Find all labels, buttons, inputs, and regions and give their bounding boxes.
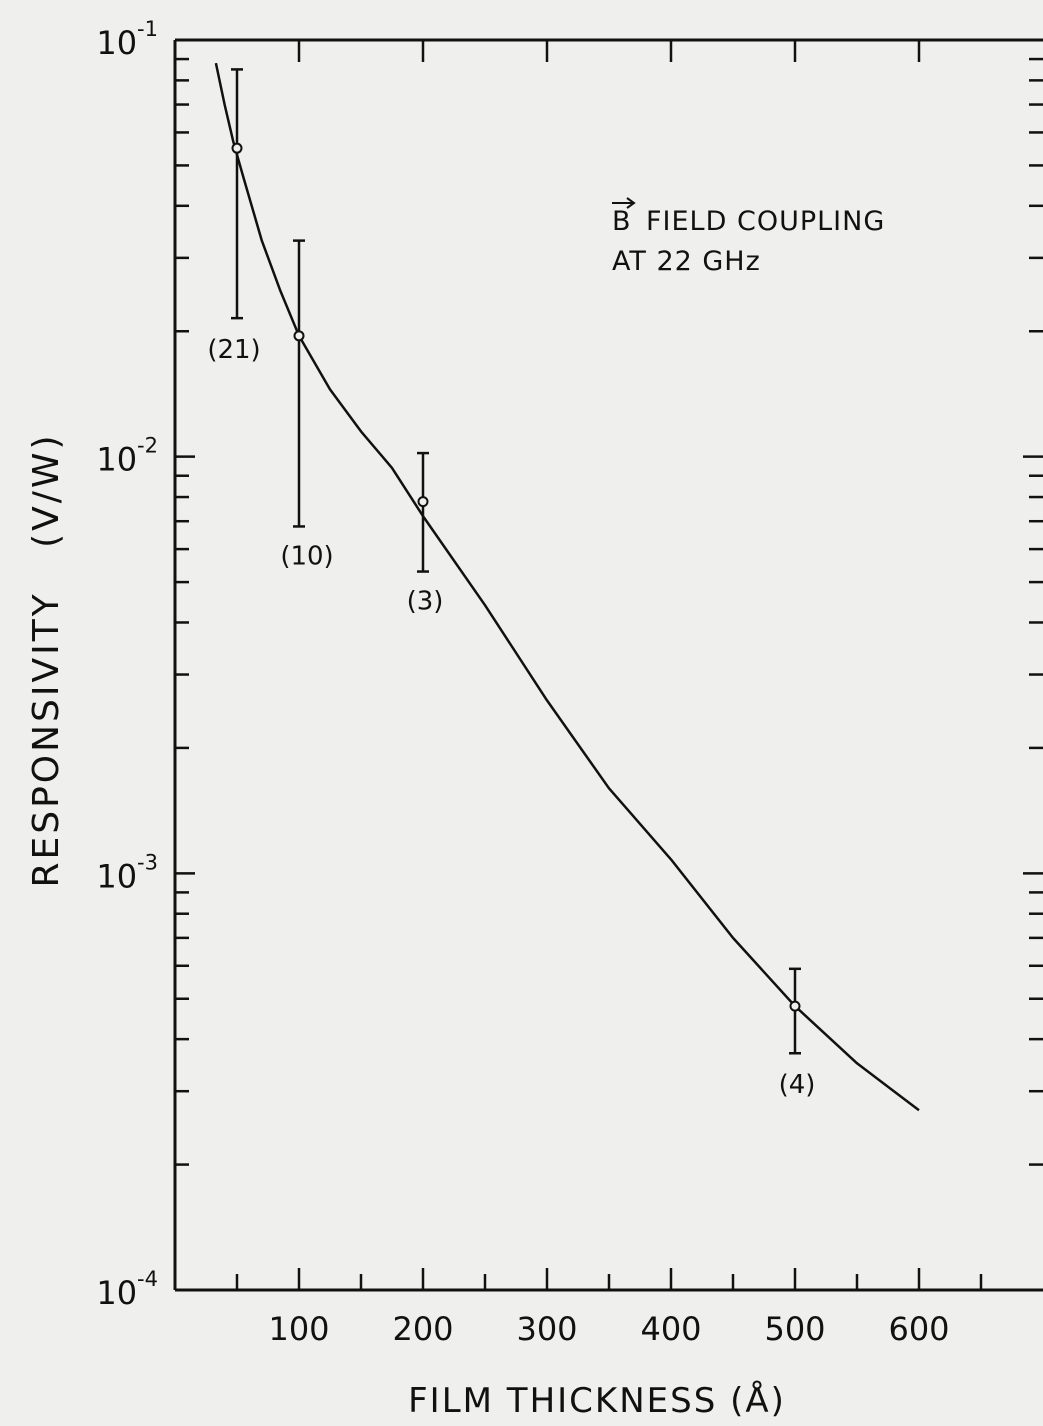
data-marker	[293, 330, 305, 342]
sample-count-label: (21)	[207, 335, 260, 365]
y-tick-label-base: 10	[96, 857, 137, 895]
x-tick-label: 200	[392, 1310, 453, 1348]
data-point: (4)	[779, 967, 816, 1100]
x-tick-label: 100	[268, 1310, 329, 1348]
data-point: (10)	[280, 239, 334, 571]
y-tick-label-exponent: -2	[137, 434, 158, 458]
data-point: (3)	[407, 451, 444, 617]
fit-curve-group	[214, 62, 920, 1112]
y-tick-label: 10-4	[96, 1267, 158, 1312]
sample-count-label: (4)	[779, 1070, 816, 1100]
annotation-line-1: FIELD COUPLING	[646, 206, 885, 237]
y-tick-label-base: 10	[96, 1274, 137, 1312]
x-axis-title: FILM THICKNESS (Å)	[408, 1380, 786, 1421]
sample-count-label: (3)	[407, 587, 444, 617]
x-tick-label: 300	[516, 1310, 577, 1348]
plot-frame	[173, 38, 1043, 1292]
annotation-line-2: AT 22 GHz	[612, 246, 761, 277]
y-axis-tick-labels: 10-410-310-210-1	[96, 17, 158, 1312]
data-marker	[231, 142, 243, 154]
y-tick-label: 10-1	[96, 17, 158, 62]
data-marker	[417, 496, 429, 508]
data-marker	[789, 1000, 801, 1012]
y-tick-label-exponent: -3	[137, 850, 158, 874]
y-tick-label-base: 10	[96, 24, 137, 62]
x-axis-tick-labels: 100 200 300 400 500 600	[268, 1310, 949, 1348]
y-tick-label: 10-3	[96, 850, 158, 895]
x-axis-ticks	[235, 40, 983, 1290]
x-tick-label: 500	[764, 1310, 825, 1348]
x-tick-label: 400	[640, 1310, 701, 1348]
y-tick-label-base: 10	[96, 441, 137, 479]
y-axis-title: RESPONSIVITY (V/W)	[26, 432, 67, 887]
y-tick-label-exponent: -1	[137, 17, 158, 41]
data-points-group: (21) (10) (3) (4)	[207, 68, 816, 1100]
annotation: B FIELD COUPLING AT 22 GHz	[612, 197, 885, 277]
vector-arrow-icon	[612, 197, 636, 209]
y-tick-label-exponent: -4	[137, 1267, 158, 1291]
y-axis-ticks	[175, 57, 1043, 1292]
fit-curve	[214, 62, 920, 1112]
y-tick-label: 10-2	[96, 434, 158, 479]
sample-count-label: (10)	[280, 541, 333, 571]
data-point: (21)	[207, 68, 261, 365]
annotation-symbol: B	[612, 206, 631, 237]
x-tick-label: 600	[888, 1310, 949, 1348]
